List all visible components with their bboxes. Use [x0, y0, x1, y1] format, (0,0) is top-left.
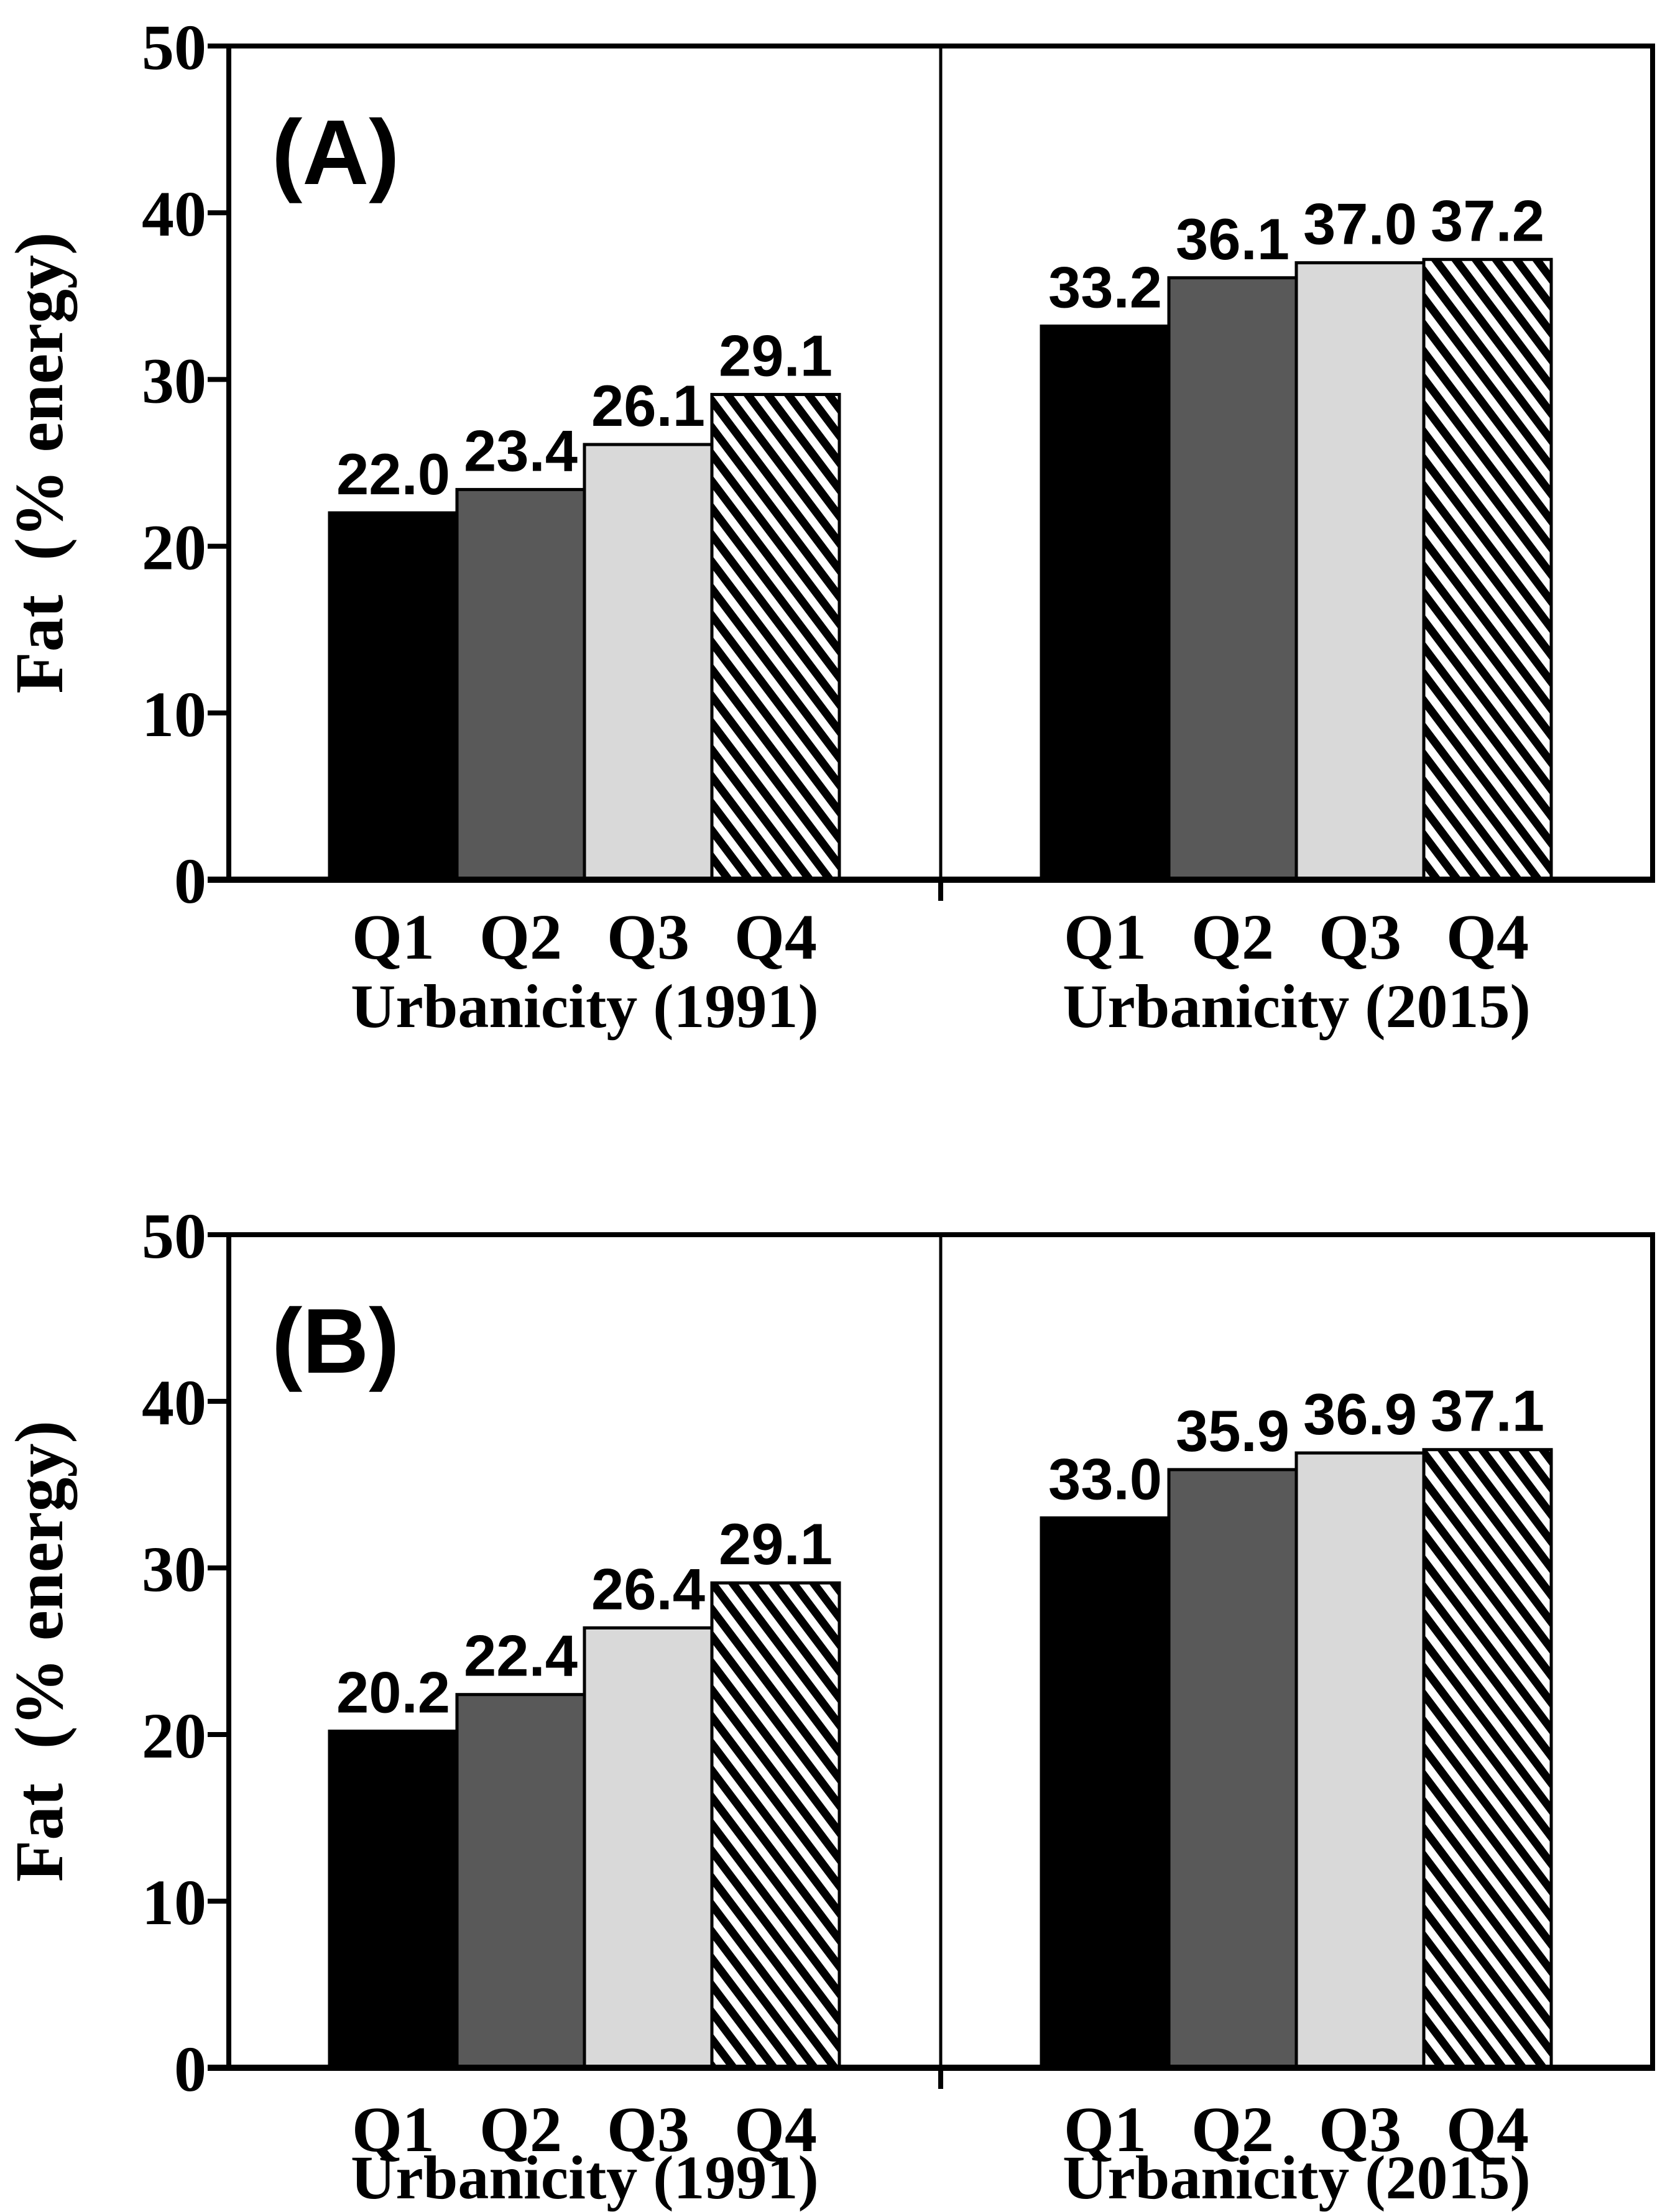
category-label: Q4: [1446, 2094, 1529, 2165]
bar-q3-group1: [583, 1626, 714, 2070]
bar-q1-group1: [328, 511, 459, 882]
category-label: Q2: [479, 901, 562, 973]
bar-value-label: 37.1: [1431, 1378, 1544, 1444]
category-label: Q1: [352, 901, 435, 973]
category-label: Q2: [1191, 901, 1274, 973]
bar-q2-group2: [1167, 276, 1298, 882]
bar-q4-group2: [1422, 257, 1553, 882]
bar-q3-group2: [1294, 1451, 1426, 2070]
bar-value-label: 26.1: [591, 373, 705, 438]
y-tick-label: 20: [142, 1700, 206, 1772]
bar-value-label: 37.2: [1431, 188, 1544, 253]
bar-q1-group2: [1040, 325, 1171, 882]
group-axis-title: Urbanicity (1991): [351, 972, 819, 1041]
bar-value-label: 20.2: [336, 1660, 450, 1725]
category-label: Q3: [607, 2094, 690, 2165]
bar-value-label: 22.4: [464, 1623, 578, 1689]
y-tick-label: 20: [142, 512, 206, 584]
bar-q4-group1: [710, 1581, 841, 2070]
bar-value-label: 33.0: [1048, 1447, 1162, 1512]
bar-q2-group1: [455, 1693, 586, 2070]
bar-value-label: 29.1: [719, 1511, 833, 1577]
bar-value-label: 35.9: [1176, 1398, 1289, 1463]
bar-value-label: 36.1: [1176, 206, 1289, 272]
bar-value-label: 26.4: [591, 1556, 705, 1621]
bar-q1-group1: [328, 1730, 459, 2070]
y-tick-label: 10: [142, 679, 206, 750]
panel-letter: (A): [272, 101, 399, 204]
bar-q3-group2: [1294, 261, 1426, 882]
y-axis-title: Fat (% energy): [1, 232, 77, 693]
group-axis-title: Urbanicity (1991): [351, 2143, 819, 2212]
y-axis-title: Fat (% energy): [1, 1421, 77, 1882]
category-label: Q1: [1064, 2094, 1146, 2165]
category-label: Q2: [1191, 2094, 1274, 2165]
y-tick-label: 50: [142, 1200, 206, 1272]
bar-value-label: 37.0: [1303, 191, 1417, 257]
panel-letter: (B): [272, 1290, 399, 1393]
group-axis-title: Urbanicity (2015): [1063, 972, 1531, 1041]
y-tick-label: 0: [174, 846, 206, 917]
bar-value-label: 33.2: [1048, 255, 1162, 320]
y-tick-label: 0: [174, 2034, 206, 2105]
bar-value-label: 36.9: [1303, 1381, 1417, 1447]
category-label: Q1: [1064, 901, 1146, 973]
category-label: Q4: [734, 2094, 817, 2165]
category-label: Q2: [479, 2094, 562, 2165]
bar-value-label: 29.1: [719, 323, 833, 389]
bar-q2-group2: [1167, 1468, 1298, 2070]
category-label: Q3: [607, 901, 690, 973]
bar-value-label: 23.4: [464, 418, 578, 483]
bar-q3-group1: [583, 443, 714, 882]
bar-q4-group2: [1422, 1448, 1553, 2070]
bar-q1-group2: [1040, 1516, 1171, 2070]
category-label: Q4: [1446, 901, 1529, 973]
bar-q2-group1: [455, 487, 586, 882]
bar-q4-group1: [710, 393, 841, 882]
y-tick-label: 30: [142, 1534, 206, 1605]
y-tick-label: 40: [142, 178, 206, 250]
y-tick-label: 50: [142, 12, 206, 83]
y-tick-label: 40: [142, 1367, 206, 1439]
bar-value-label: 22.0: [336, 441, 450, 507]
category-label: Q3: [1319, 2094, 1401, 2165]
category-label: Q4: [734, 901, 817, 973]
category-label: Q1: [352, 2094, 435, 2165]
y-tick-label: 10: [142, 1867, 206, 1938]
y-tick-label: 30: [142, 345, 206, 417]
group-axis-title: Urbanicity (2015): [1063, 2143, 1531, 2212]
category-label: Q3: [1319, 901, 1401, 973]
